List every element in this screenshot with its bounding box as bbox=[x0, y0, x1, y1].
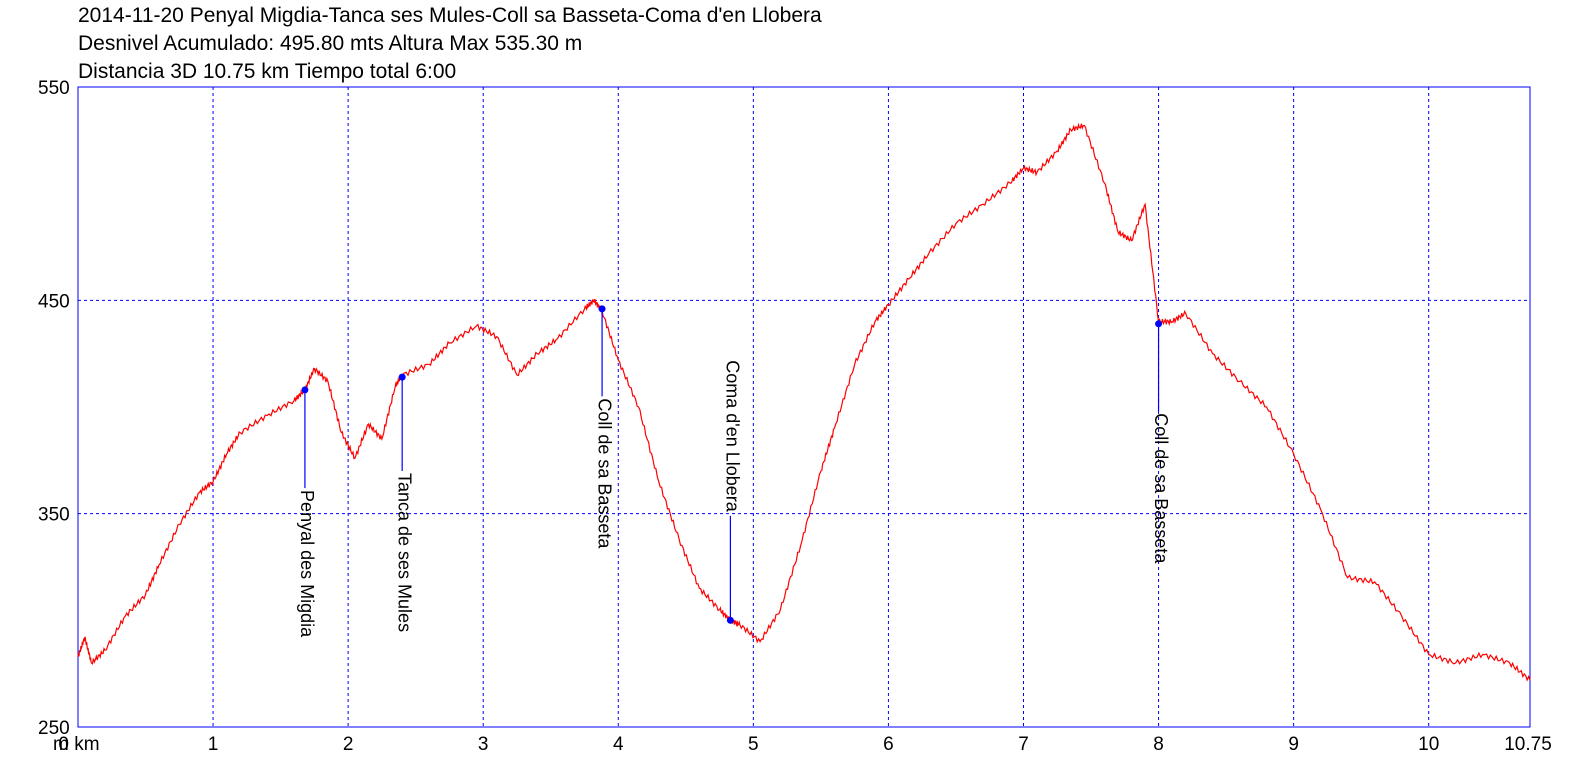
x-tick-label: 5 bbox=[748, 734, 759, 755]
chart-title-line-3: Distancia 3D 10.75 km Tiempo total 6:00 bbox=[78, 60, 457, 83]
y-tick-label: 250 bbox=[38, 718, 70, 739]
x-tick-label: 7 bbox=[1018, 734, 1029, 755]
chart-title-line-2: Desnivel Acumulado: 495.80 mts Altura Ma… bbox=[78, 32, 583, 55]
y-tick-label: 550 bbox=[38, 78, 70, 99]
waypoint-marker bbox=[398, 373, 406, 381]
waypoint-label: Coll de sa Basseta bbox=[1151, 413, 1171, 564]
x-tick-label: 3 bbox=[478, 734, 489, 755]
waypoint-label: Tanca de ses Mules bbox=[394, 473, 414, 632]
x-tick-label: 8 bbox=[1153, 734, 1164, 755]
waypoint-marker bbox=[598, 305, 606, 313]
x-origin-label: 0 km bbox=[58, 734, 99, 755]
x-tick-label: 10.75 bbox=[1504, 734, 1552, 755]
y-tick-label: 350 bbox=[38, 505, 70, 526]
x-tick-label: 9 bbox=[1288, 734, 1299, 755]
x-tick-label: 2 bbox=[343, 734, 354, 755]
waypoint-label: Coll de sa Basseta bbox=[594, 398, 614, 549]
y-tick-label: 450 bbox=[38, 291, 70, 312]
waypoint-label: Coma d'en Llobera bbox=[723, 360, 743, 513]
waypoint-marker bbox=[726, 616, 734, 624]
x-tick-label: 1 bbox=[208, 734, 219, 755]
x-tick-label: 4 bbox=[613, 734, 624, 755]
plot-frame bbox=[77, 86, 1531, 728]
x-tick-label: 10 bbox=[1418, 734, 1439, 755]
elevation-line bbox=[77, 122, 1531, 682]
waypoint-marker bbox=[301, 386, 309, 394]
chart-title-line-1: 2014-11-20 Penyal Migdia-Tanca ses Mules… bbox=[78, 4, 822, 27]
x-tick-label: 6 bbox=[883, 734, 894, 755]
y-axis-unit-label: m bbox=[53, 734, 69, 755]
waypoint-marker bbox=[1155, 320, 1163, 328]
waypoint-label: Penyal des Migdia bbox=[297, 490, 317, 638]
